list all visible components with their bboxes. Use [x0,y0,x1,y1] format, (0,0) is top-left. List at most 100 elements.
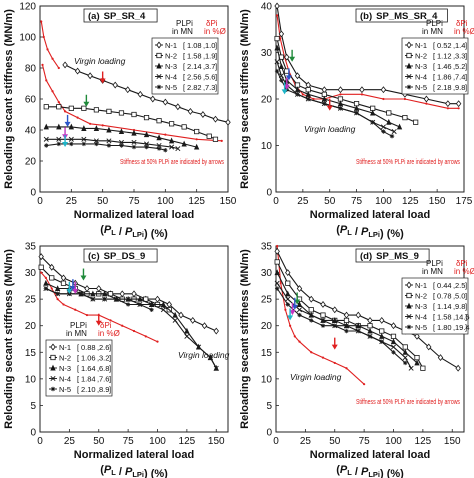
data-point [406,62,412,69]
data-point [63,110,67,113]
data-point [45,79,48,82]
x-tick-label: 50 [93,436,105,447]
legend-comma: , [453,313,455,322]
data-point [50,343,56,351]
x-tick-label: 150 [208,436,225,447]
legend-comma: , [203,73,205,82]
data-point [220,139,223,142]
data-point [90,296,96,302]
legend-plpi-value: 1.12 [437,52,452,61]
series-line-virgin [41,64,222,142]
data-point [54,285,61,292]
y-tick-label: 15 [261,348,273,359]
series-line-n-1 [276,251,459,369]
stiffness-arrow-head [291,304,298,310]
data-point [213,327,219,335]
legend-bracket: ] [109,354,111,363]
legend-series-name: N-3 [165,62,177,71]
data-point [212,136,219,142]
y-axis-label: Reloading secant stiffness (MN/m) [239,9,251,189]
data-point [102,296,107,302]
data-point [90,290,96,297]
legend-series-name: N-3 [415,62,427,71]
data-point [306,96,311,102]
data-point [149,301,155,307]
data-point [382,97,385,101]
legend-bracket: [ [77,343,80,352]
legend-plpi-value: 2.56 [187,73,202,82]
x-axis-label-part: P [104,224,112,236]
legend-plpi-value: 1.46 [437,62,452,71]
y-axis-label: Reloading secant stiffness (MN/m) [3,249,15,429]
legend-comma: , [203,83,205,92]
y-tick-label: 30 [261,48,273,59]
data-point [195,138,198,141]
data-point [109,319,112,322]
y-tick-label: 25 [25,295,37,306]
x-tick-label: 150 [220,196,237,207]
legend-delta-value: 3.2 [99,354,109,363]
data-point [285,296,291,302]
x-axis-label-part: ( [100,224,104,236]
data-point [156,340,159,343]
legend-header-delta: δPi [456,259,468,268]
data-point [175,146,181,152]
data-point [457,107,460,110]
panel-title-text: (c) SP_DS_9 [88,251,145,262]
legend-plpi-value: 0.52 [437,41,452,50]
data-point [40,271,43,274]
legend-delta-value: 5.6 [205,73,215,82]
legend-delta-value: 7.4 [455,73,465,82]
data-point [60,280,67,286]
y-tick-label: 20 [25,321,37,332]
y-tick-label: 40 [261,2,273,13]
data-point [190,316,196,324]
data-point [160,307,166,313]
data-point [356,328,361,334]
y-tick-label: 60 [25,95,37,106]
panel-title: (a) SP_SR_4 [83,8,158,23]
data-point [93,125,100,131]
y-tick-label: 35 [261,242,273,253]
data-point [156,142,162,149]
data-point [274,247,280,255]
legend-plpi-value: 1.06 [81,354,96,363]
legend-header-delta: δPi [206,19,218,28]
data-point [390,322,397,330]
data-point [193,143,200,150]
legend-comma: , [453,302,455,311]
data-point [201,322,208,330]
legend-bracket: ] [215,52,217,61]
data-point [370,109,376,116]
data-point [403,97,407,101]
x-tick-label: 25 [300,436,312,447]
stiffness-arrow-head [95,320,102,326]
data-point [380,124,386,130]
y-tick-label: 20 [261,321,273,332]
x-axis-label-part: L [111,468,116,477]
data-point [308,295,314,303]
data-point [386,118,392,125]
data-point [275,14,279,17]
legend-series-name: N-1 [415,41,427,50]
data-point [274,68,280,74]
legend-bracket: ] [215,83,217,92]
data-point [390,344,397,350]
data-point [43,286,49,291]
data-point [156,62,162,69]
legend-series-name: N-5 [415,323,427,332]
data-point [320,323,326,328]
data-point [333,361,336,365]
legend-bracket: [ [433,292,436,301]
legend-bracket: [ [433,323,436,332]
data-point [380,86,387,94]
x-axis-label-part: / [116,466,125,478]
legend-bracket: ] [465,83,467,92]
y-axis-label: Reloading secant stiffness (MN/m) [239,249,251,429]
x-axis-label-part: ( [336,464,340,476]
data-point [406,292,412,299]
legend-bracket: ] [465,292,467,301]
x-tick-label: 0 [37,196,43,207]
legend-comma: , [203,62,205,71]
y-tick-label: 40 [25,126,37,137]
